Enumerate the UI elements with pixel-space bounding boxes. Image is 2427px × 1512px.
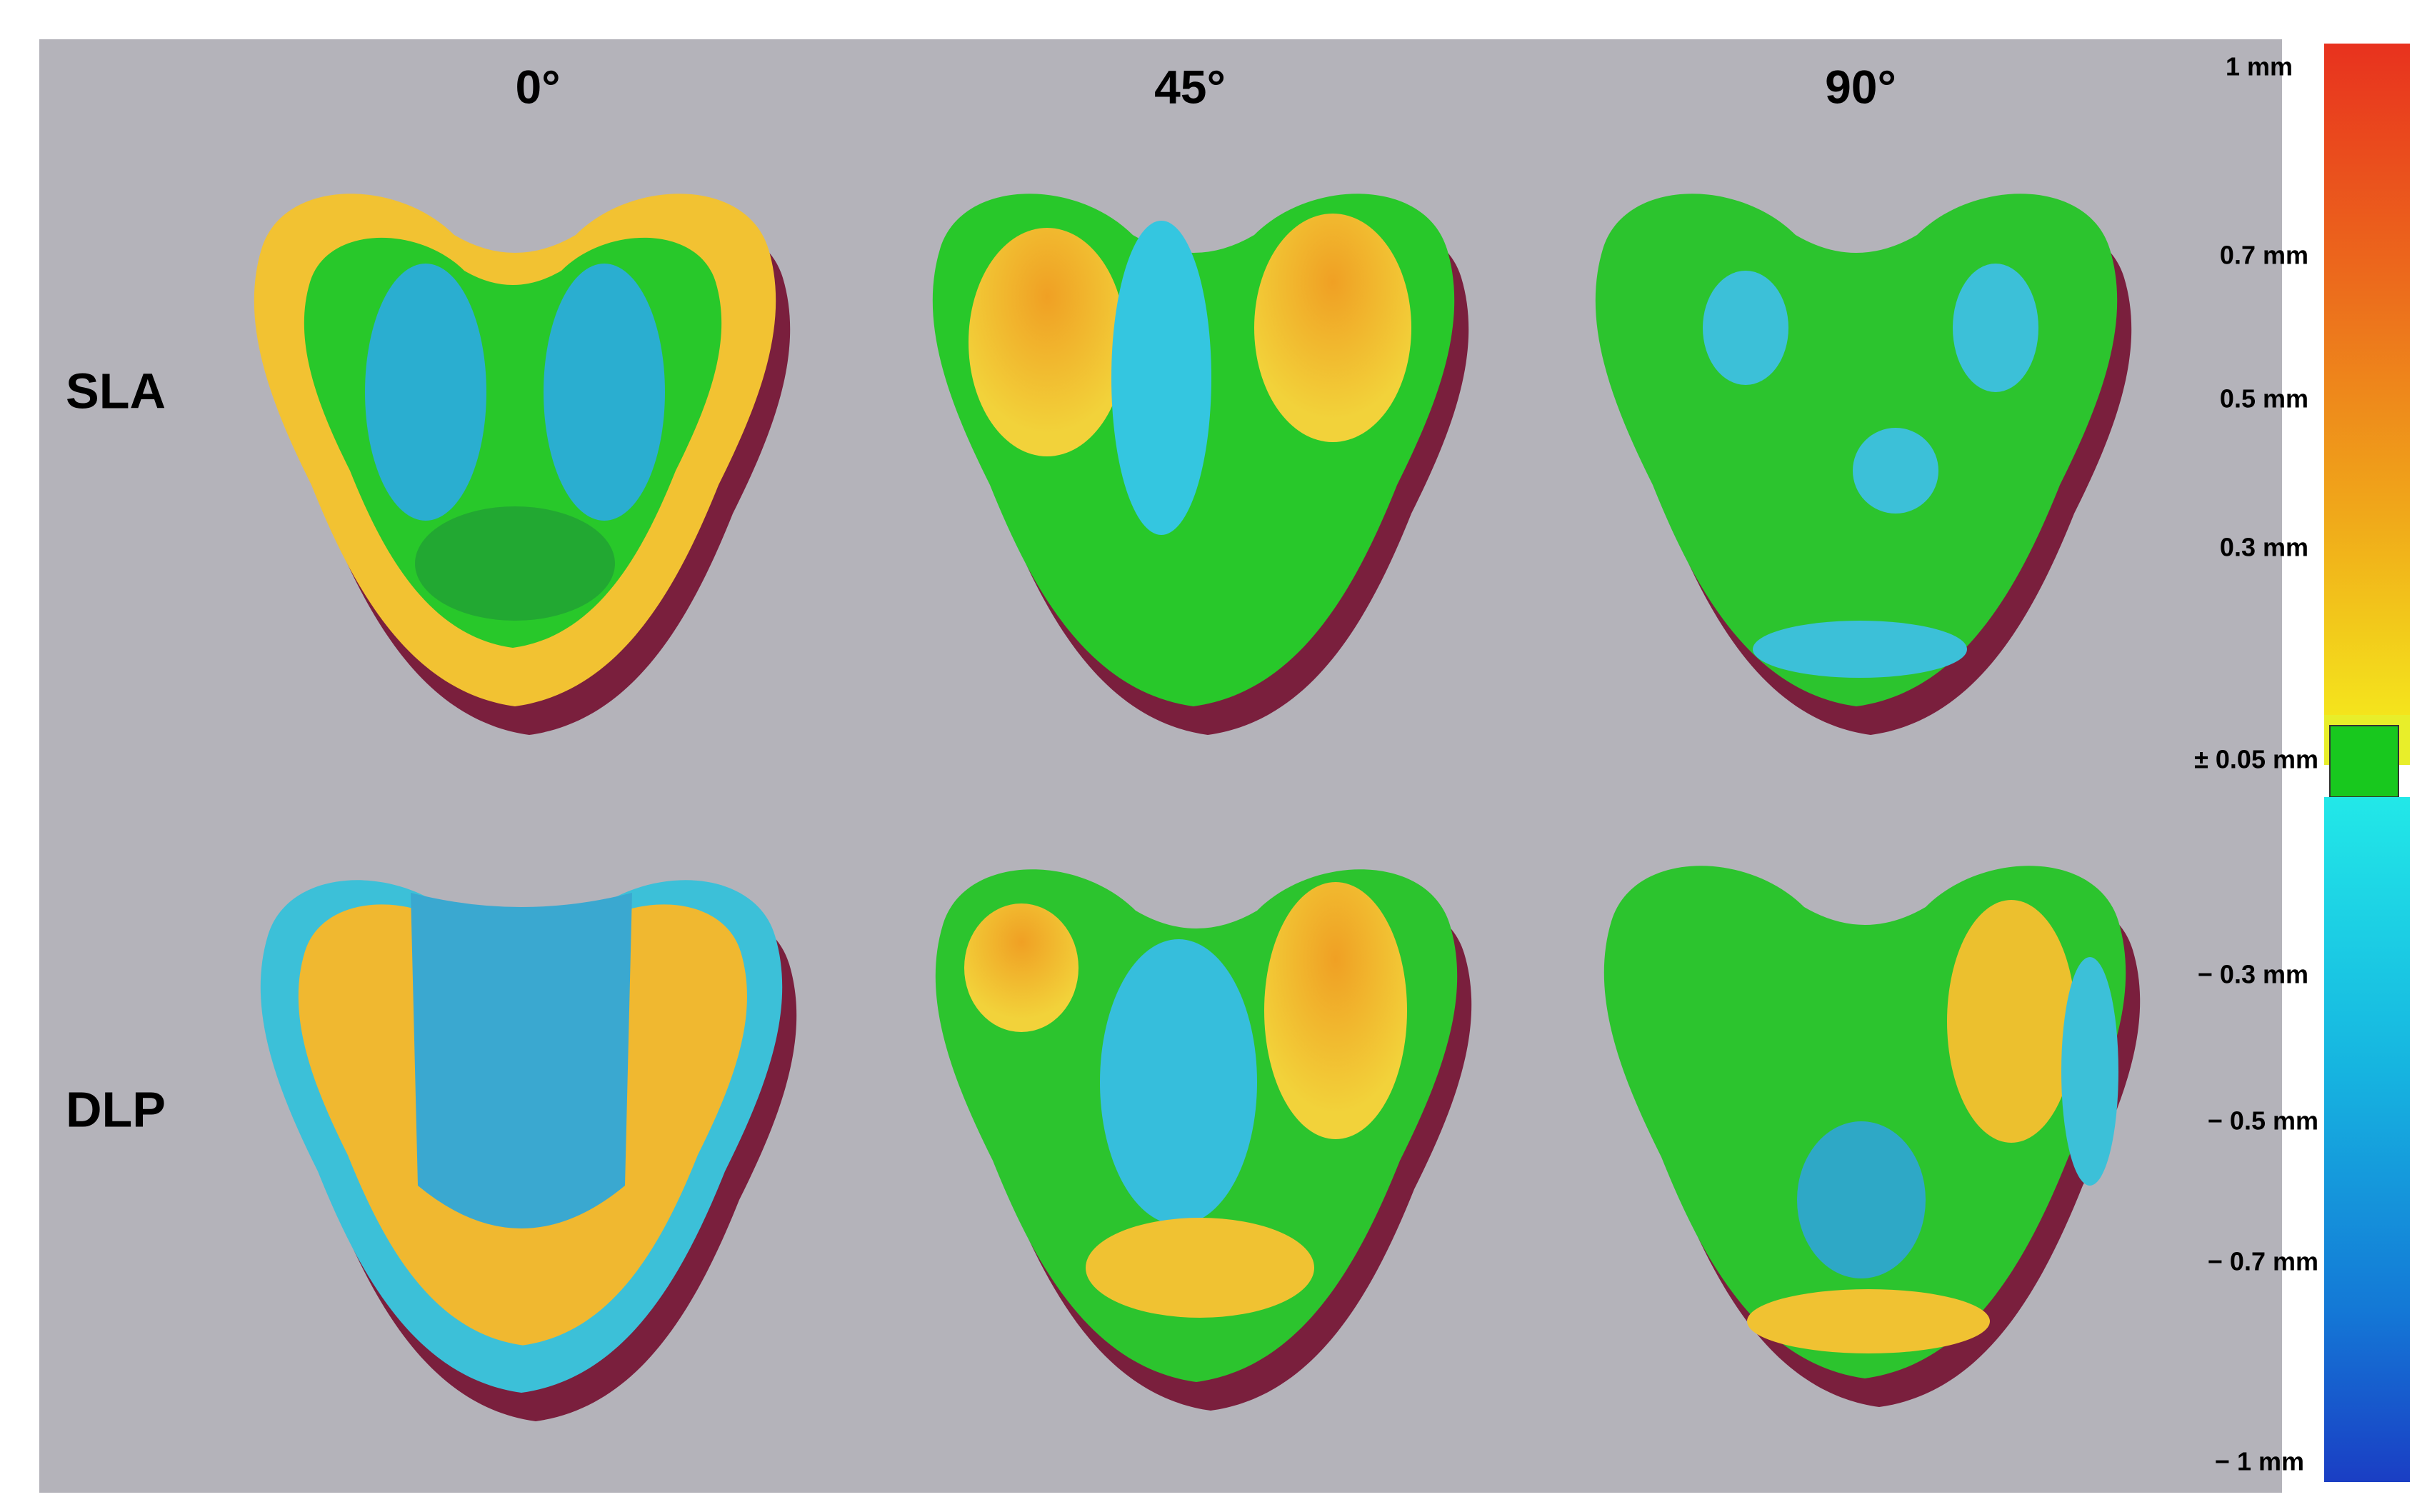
scale-label: 0.3 mm bbox=[2220, 533, 2308, 562]
scale-label: ± 0.05 mm bbox=[2194, 745, 2318, 774]
scale-label: − 1 mm bbox=[2215, 1447, 2304, 1476]
scale-label: 0.7 mm bbox=[2220, 241, 2308, 270]
model-sla-45 bbox=[932, 194, 1469, 735]
scale-label: − 0.7 mm bbox=[2208, 1247, 2318, 1276]
model-sla-0 bbox=[254, 194, 791, 735]
heatmaps bbox=[254, 194, 2141, 1421]
model-sla-90 bbox=[1595, 194, 2132, 735]
column-header: 0° bbox=[515, 60, 560, 113]
scale-cool bbox=[2324, 797, 2410, 1482]
column-header: 45° bbox=[1154, 60, 1226, 113]
scale-label: − 0.3 mm bbox=[2198, 960, 2308, 989]
scale-green bbox=[2329, 725, 2399, 798]
model-dlp-90 bbox=[1603, 866, 2141, 1407]
scale-label: 0.5 mm bbox=[2220, 384, 2308, 414]
scale-label: 1 mm bbox=[2226, 52, 2293, 81]
scale-label: − 0.5 mm bbox=[2208, 1106, 2318, 1136]
row-label: SLA bbox=[66, 363, 166, 419]
model-dlp-0 bbox=[260, 880, 797, 1421]
column-header: 90° bbox=[1825, 60, 1896, 113]
row-label: DLP bbox=[66, 1081, 166, 1137]
color-scale: 1 mm 0.7 mm 0.5 mm 0.3 mm ± 0.05 mm − 0.… bbox=[2194, 44, 2410, 1482]
model-dlp-45 bbox=[935, 869, 1472, 1411]
scale-warm bbox=[2324, 44, 2410, 715]
